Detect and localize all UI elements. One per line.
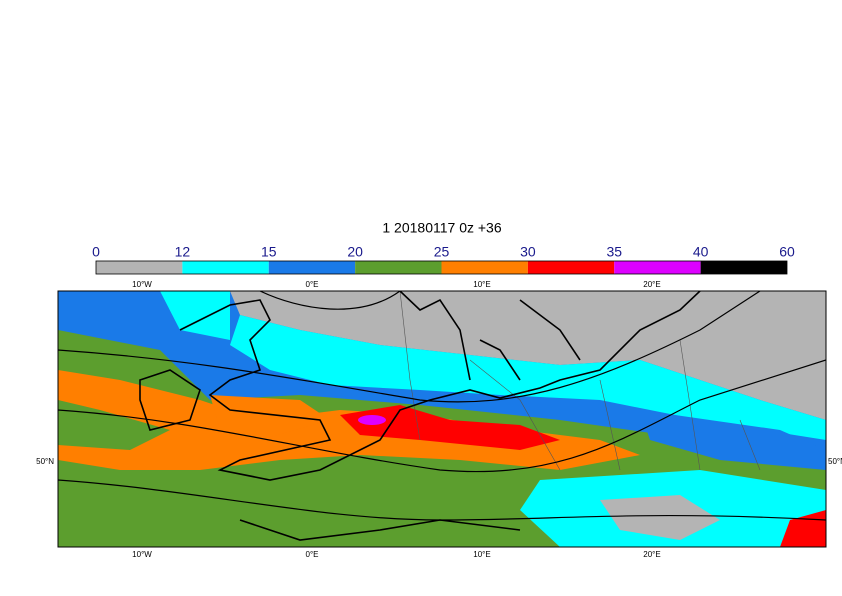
lat-label: 50°N [36,457,54,466]
colorbar-label: 60 [779,244,795,260]
colorbar-box [441,261,528,274]
colorbar-box [182,261,269,274]
lat-label: 50°N [828,457,842,466]
field [600,495,720,540]
colorbar-box [268,261,356,274]
isobar [58,359,826,473]
colorbar-label: 25 [434,244,450,260]
colorbar-box [96,261,183,274]
isobar [58,291,761,403]
border [399,291,761,471]
field [358,415,386,425]
field [230,315,826,440]
colorbar-frame [95,260,788,275]
colorbar-label: 30 [520,244,536,260]
coastline [139,369,201,431]
lon-label: 0°E [306,280,319,289]
colorbar-box [700,261,787,274]
coastline [179,291,701,481]
lon-label: 10°W [132,550,152,559]
field [230,291,826,420]
colorbar-box [355,261,442,274]
map-field [58,291,826,547]
colorbar-label: 35 [606,244,622,260]
coastline [239,291,581,541]
map-labels: 10°W 0°E 10°E 20°E 10°W 0°E 10°E 20°E 50°N 50°N [36,280,842,559]
colorbar: 0 12 15 20 25 30 35 40 60 [92,244,795,275]
colorbar-label: 40 [693,244,709,260]
colorbar-box [614,261,701,274]
title: 1 20180117 0z +36 [382,220,501,236]
lon-label: 20°E [643,550,660,559]
field [160,291,230,340]
map-frame [57,290,827,548]
lon-label: 10°E [473,550,490,559]
colorbar-label: 0 [92,244,100,260]
colorbar-label: 12 [175,244,191,260]
lon-label: 10°E [473,280,490,289]
field [210,395,330,440]
lon-label: 0°E [306,550,319,559]
isobar [259,291,401,310]
isobar [58,479,826,521]
field [640,410,826,470]
lon-label: 20°E [643,280,660,289]
colorbar-label: 20 [347,244,363,260]
colorbar-label: 15 [261,244,277,260]
lon-label: 10°W [132,280,152,289]
colorbar-box [527,261,615,274]
